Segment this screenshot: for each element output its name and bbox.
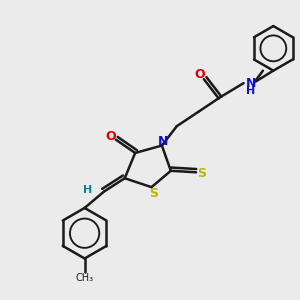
Text: H: H bbox=[246, 86, 256, 96]
Text: O: O bbox=[105, 130, 116, 142]
Text: N: N bbox=[158, 135, 169, 148]
Text: S: S bbox=[197, 167, 206, 180]
Text: N: N bbox=[246, 76, 256, 90]
Text: CH₃: CH₃ bbox=[76, 273, 94, 283]
Text: S: S bbox=[149, 187, 158, 200]
Text: O: O bbox=[195, 68, 205, 81]
Text: H: H bbox=[83, 185, 92, 195]
